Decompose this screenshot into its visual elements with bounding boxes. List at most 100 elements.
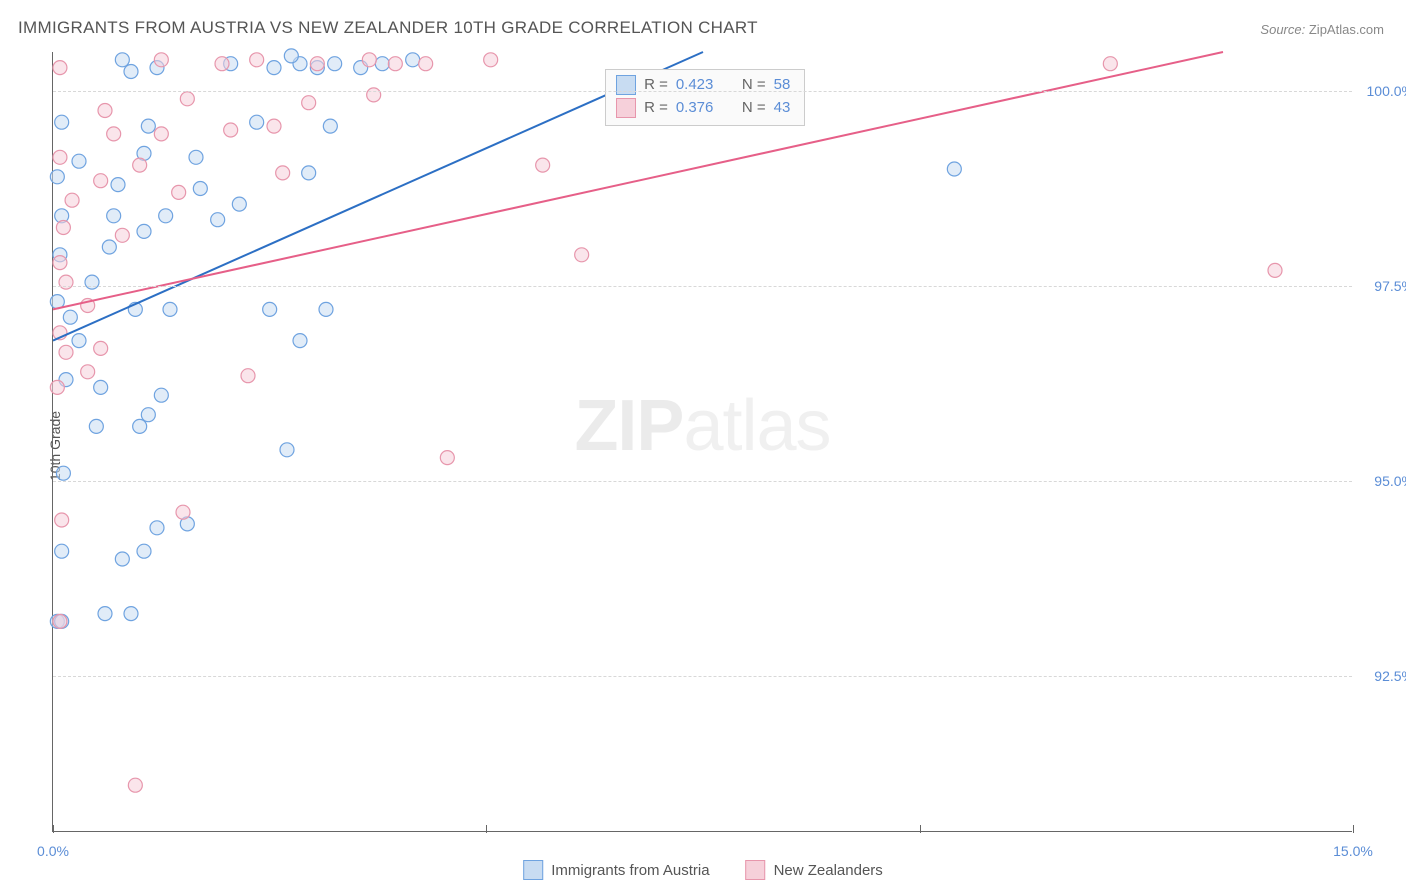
data-point	[53, 256, 67, 270]
data-point	[115, 53, 129, 67]
data-point	[263, 302, 277, 316]
n-label: N =	[742, 97, 766, 120]
legend-swatch	[616, 98, 636, 118]
data-point	[328, 57, 342, 71]
x-tick	[1353, 825, 1354, 833]
data-point	[50, 170, 64, 184]
data-point	[53, 150, 67, 164]
data-point	[72, 154, 86, 168]
data-point	[193, 182, 207, 196]
data-point	[72, 334, 86, 348]
data-point	[141, 408, 155, 422]
data-point	[241, 369, 255, 383]
data-point	[159, 209, 173, 223]
data-point	[154, 388, 168, 402]
data-point	[406, 53, 420, 67]
data-point	[124, 607, 138, 621]
data-point	[59, 275, 73, 289]
data-point	[575, 248, 589, 262]
data-point	[94, 341, 108, 355]
data-point	[107, 209, 121, 223]
gridline	[53, 676, 1352, 677]
data-point	[276, 166, 290, 180]
data-point	[50, 380, 64, 394]
data-point	[150, 521, 164, 535]
data-point	[124, 65, 138, 79]
chart-svg	[53, 52, 1352, 831]
data-point	[1268, 263, 1282, 277]
data-point	[102, 240, 116, 254]
x-tick-label: 0.0%	[37, 843, 69, 859]
data-point	[63, 310, 77, 324]
legend-swatch	[523, 860, 543, 880]
data-point	[280, 443, 294, 457]
data-point	[284, 49, 298, 63]
data-point	[65, 193, 79, 207]
data-point	[319, 302, 333, 316]
data-point	[302, 166, 316, 180]
data-point	[53, 614, 67, 628]
data-point	[111, 178, 125, 192]
legend-item: New Zealanders	[746, 860, 883, 880]
legend-item: Immigrants from Austria	[523, 860, 709, 880]
data-point	[98, 104, 112, 118]
x-tick	[920, 825, 921, 833]
data-point	[55, 513, 69, 527]
data-point	[115, 552, 129, 566]
data-point	[89, 419, 103, 433]
data-point	[98, 607, 112, 621]
data-point	[419, 57, 433, 71]
data-point	[250, 115, 264, 129]
data-point	[224, 123, 238, 137]
data-point	[440, 451, 454, 465]
legend-label: Immigrants from Austria	[551, 862, 709, 879]
data-point	[94, 174, 108, 188]
data-point	[154, 53, 168, 67]
data-point	[53, 61, 67, 75]
data-point	[56, 466, 70, 480]
source-name: ZipAtlas.com	[1309, 22, 1384, 37]
data-point	[484, 53, 498, 67]
data-point	[172, 185, 186, 199]
gridline	[53, 91, 1352, 92]
data-point	[55, 544, 69, 558]
data-point	[323, 119, 337, 133]
data-point	[310, 57, 324, 71]
series-legend: Immigrants from Austria New Zealanders	[523, 860, 883, 880]
n-value: 58	[774, 74, 791, 97]
y-tick-label: 100.0%	[1358, 83, 1406, 99]
chart-title: IMMIGRANTS FROM AUSTRIA VS NEW ZEALANDER…	[18, 18, 758, 38]
gridline	[53, 286, 1352, 287]
x-tick-label: 15.0%	[1333, 843, 1373, 859]
data-point	[375, 57, 389, 71]
data-point	[267, 119, 281, 133]
data-point	[94, 380, 108, 394]
legend-swatch	[616, 75, 636, 95]
data-point	[55, 115, 69, 129]
r-label: R =	[644, 74, 668, 97]
data-point	[137, 544, 151, 558]
data-point	[128, 778, 142, 792]
x-tick	[486, 825, 487, 833]
source-label: Source:	[1260, 22, 1305, 37]
correlation-legend-row: R = 0.376 N = 43	[616, 97, 790, 120]
y-tick-label: 95.0%	[1358, 473, 1406, 489]
data-point	[1103, 57, 1117, 71]
data-point	[163, 302, 177, 316]
legend-label: New Zealanders	[774, 862, 883, 879]
x-tick	[53, 825, 54, 833]
data-point	[56, 221, 70, 235]
data-point	[215, 57, 229, 71]
data-point	[180, 92, 194, 106]
data-point	[107, 127, 121, 141]
correlation-legend: R = 0.423 N = 58R = 0.376 N = 43	[605, 69, 805, 126]
r-label: R =	[644, 97, 668, 120]
source-attribution: Source: ZipAtlas.com	[1260, 22, 1384, 37]
r-value: 0.423	[676, 74, 714, 97]
data-point	[133, 419, 147, 433]
n-value: 43	[774, 97, 791, 120]
y-tick-label: 97.5%	[1358, 278, 1406, 294]
data-point	[267, 61, 281, 75]
data-point	[81, 365, 95, 379]
gridline	[53, 481, 1352, 482]
